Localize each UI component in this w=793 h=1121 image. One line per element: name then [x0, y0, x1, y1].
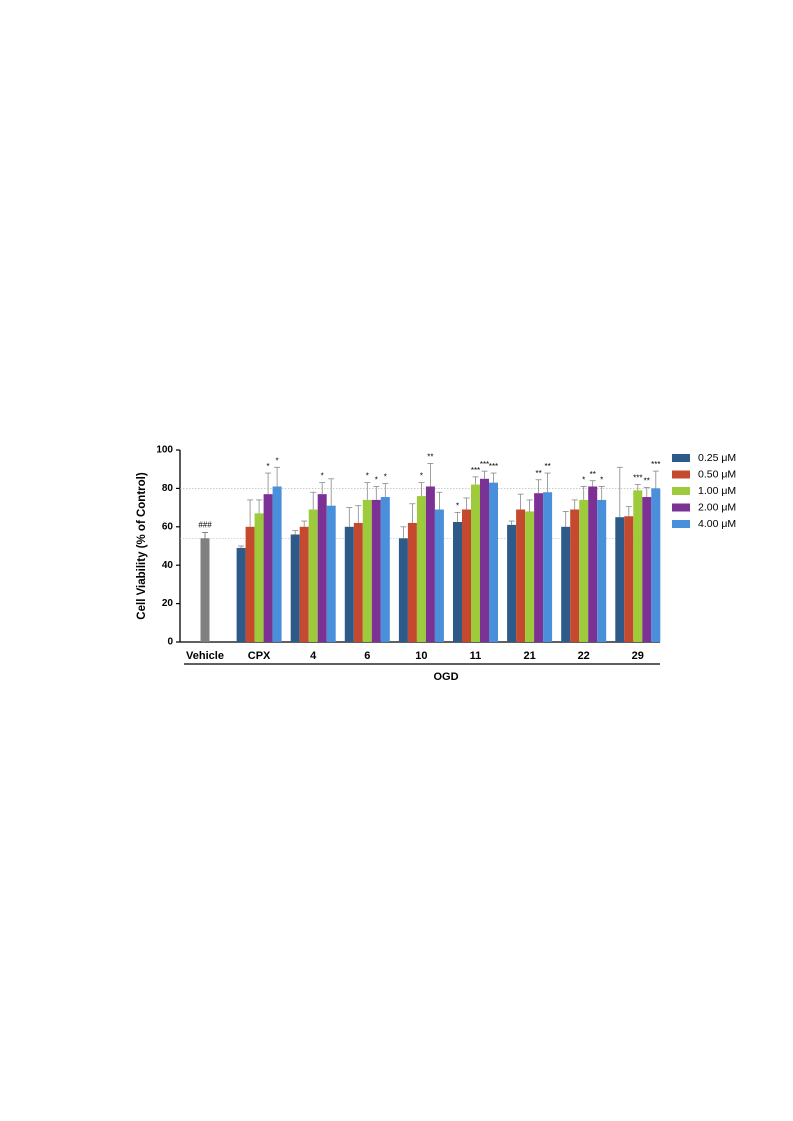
- bar: [651, 488, 661, 642]
- y-tick-label: 0: [167, 637, 173, 648]
- bar: [561, 526, 571, 642]
- legend-swatch: [672, 470, 690, 479]
- bar: [516, 509, 526, 642]
- x-tick-label: CPX: [248, 650, 271, 662]
- bar: [570, 509, 580, 642]
- bar: [371, 499, 381, 642]
- legend-label: 2.00 μM: [698, 501, 736, 513]
- legend-label: 0.25 μM: [698, 452, 736, 464]
- y-tick-label: 80: [162, 483, 174, 494]
- bar: [642, 497, 652, 642]
- x-tick-label: 21: [523, 650, 535, 662]
- bar: [525, 511, 535, 642]
- bar: [471, 484, 480, 642]
- y-tick-label: 100: [156, 445, 173, 456]
- bar: [236, 547, 246, 642]
- legend-swatch: [672, 503, 690, 512]
- bar: [326, 505, 336, 642]
- significance-label: ***: [489, 462, 498, 471]
- x-tick-label: 10: [415, 650, 427, 662]
- x-tick-label: 29: [632, 650, 644, 662]
- bar: [254, 513, 264, 642]
- bar: [480, 478, 489, 642]
- bar: [425, 486, 435, 642]
- bar: [434, 509, 444, 642]
- significance-label: ***: [480, 460, 489, 469]
- x-tick-label: 6: [364, 650, 370, 662]
- bar: [579, 499, 589, 642]
- legend-swatch: [672, 520, 690, 528]
- bar: [344, 526, 354, 642]
- significance-label: *: [456, 502, 459, 511]
- bar: [353, 522, 363, 642]
- x-tick-label: 11: [470, 650, 482, 662]
- bar: [308, 509, 318, 642]
- y-axis-label: Cell Viability (% of Control): [136, 472, 148, 620]
- significance-label: **: [427, 453, 433, 462]
- legend-swatch: [672, 487, 690, 495]
- legend-label: 4.00 μM: [698, 518, 736, 530]
- legend-swatch: [672, 454, 690, 462]
- significance-label: *: [384, 473, 387, 482]
- significance-label: ***: [651, 460, 660, 469]
- significance-label: **: [544, 462, 550, 471]
- x-tick-label: Vehicle: [186, 650, 224, 662]
- bar: [362, 499, 372, 642]
- significance-label: *: [276, 456, 279, 465]
- significance-label: **: [590, 470, 596, 479]
- bar: [615, 517, 625, 642]
- significance-label: *: [267, 462, 270, 471]
- significance-label: **: [644, 477, 650, 486]
- y-tick-label: 20: [162, 598, 174, 609]
- bar: [317, 494, 327, 642]
- legend-label: 1.00 μM: [698, 485, 736, 497]
- significance-label: *: [321, 472, 324, 481]
- bar: [272, 486, 282, 642]
- significance-label: *: [582, 476, 585, 485]
- significance-label: *: [600, 476, 603, 485]
- significance-label: ***: [471, 466, 480, 475]
- bar: [489, 482, 498, 642]
- bar: [299, 526, 309, 642]
- significance-label: *: [375, 476, 378, 485]
- x-tick-label: 22: [578, 650, 590, 662]
- bar: [597, 499, 607, 642]
- bar: [633, 490, 643, 642]
- group-label: OGD: [433, 671, 458, 683]
- x-tick-label: 4: [310, 650, 317, 662]
- legend-label: 0.50 μM: [698, 468, 736, 480]
- bar: [624, 516, 634, 642]
- bar: [290, 534, 300, 642]
- bar: [416, 496, 426, 642]
- significance-label: *: [366, 472, 369, 481]
- significance-label: **: [535, 469, 541, 478]
- bar: [380, 497, 390, 642]
- bar: [588, 486, 598, 642]
- bar: [543, 492, 553, 642]
- bar: [534, 493, 544, 642]
- y-tick-label: 60: [162, 521, 174, 532]
- significance-label: ###: [198, 521, 212, 530]
- bar: [398, 538, 408, 642]
- bar: [263, 494, 273, 642]
- y-tick-label: 40: [162, 560, 174, 571]
- bar: [245, 526, 255, 642]
- significance-label: ***: [633, 474, 642, 483]
- significance-label: *: [420, 472, 423, 481]
- bar: [453, 522, 462, 642]
- control-bar: [200, 538, 210, 642]
- bar: [507, 524, 517, 642]
- bar: [407, 522, 417, 642]
- bar: [462, 509, 471, 642]
